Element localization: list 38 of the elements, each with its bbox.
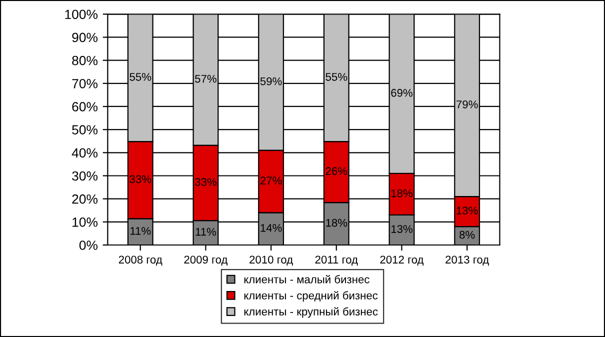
legend-label: клиенты - малый бизнес (244, 274, 370, 284)
y-tick-label: 10% (72, 217, 98, 227)
data-label: 18% (391, 189, 412, 198)
data-label: 14% (260, 224, 282, 232)
data-label: 13% (456, 206, 478, 215)
x-tick-label: 2012 год (380, 256, 424, 266)
x-tick-label: 2013 год (446, 256, 489, 266)
x-tick-label: 2008 год (118, 256, 162, 266)
x-tick-label: 2011 год (315, 256, 358, 266)
y-tick-label: 90% (72, 32, 98, 42)
data-label: 11% (130, 227, 151, 235)
y-tick-label: 40% (72, 148, 98, 158)
y-tick-label: 20% (72, 194, 98, 204)
data-label: 59% (260, 77, 282, 86)
y-tick-label: 70% (72, 78, 98, 88)
data-label: 33% (130, 175, 152, 184)
y-tick-label: 50% (72, 125, 98, 134)
data-label: 26% (326, 167, 348, 176)
data-label: 55% (130, 73, 152, 81)
data-label: 33% (195, 178, 216, 186)
data-label: 79% (456, 100, 478, 108)
legend-label: клиенты - крупный бизнес (244, 307, 378, 318)
data-label: 57% (195, 74, 216, 83)
x-tick-label: 2010 год (250, 256, 293, 266)
data-label: 55% (326, 73, 348, 81)
data-label: 27% (260, 176, 282, 184)
y-tick-label: 30% (72, 171, 98, 181)
y-tick-label: 60% (72, 102, 98, 112)
data-label: 18% (326, 218, 348, 227)
data-label: 69% (391, 88, 412, 97)
y-tick-label: 80% (72, 56, 98, 66)
legend-label: клиенты - средний бизнес (244, 291, 378, 302)
y-tick-label: 0% (79, 240, 98, 250)
data-label: 11% (196, 228, 216, 236)
y-tick-label: 100% (65, 10, 98, 20)
x-tick-label: 2009 год (184, 256, 228, 266)
data-label: 13% (391, 225, 412, 233)
data-label: 8% (460, 230, 475, 239)
